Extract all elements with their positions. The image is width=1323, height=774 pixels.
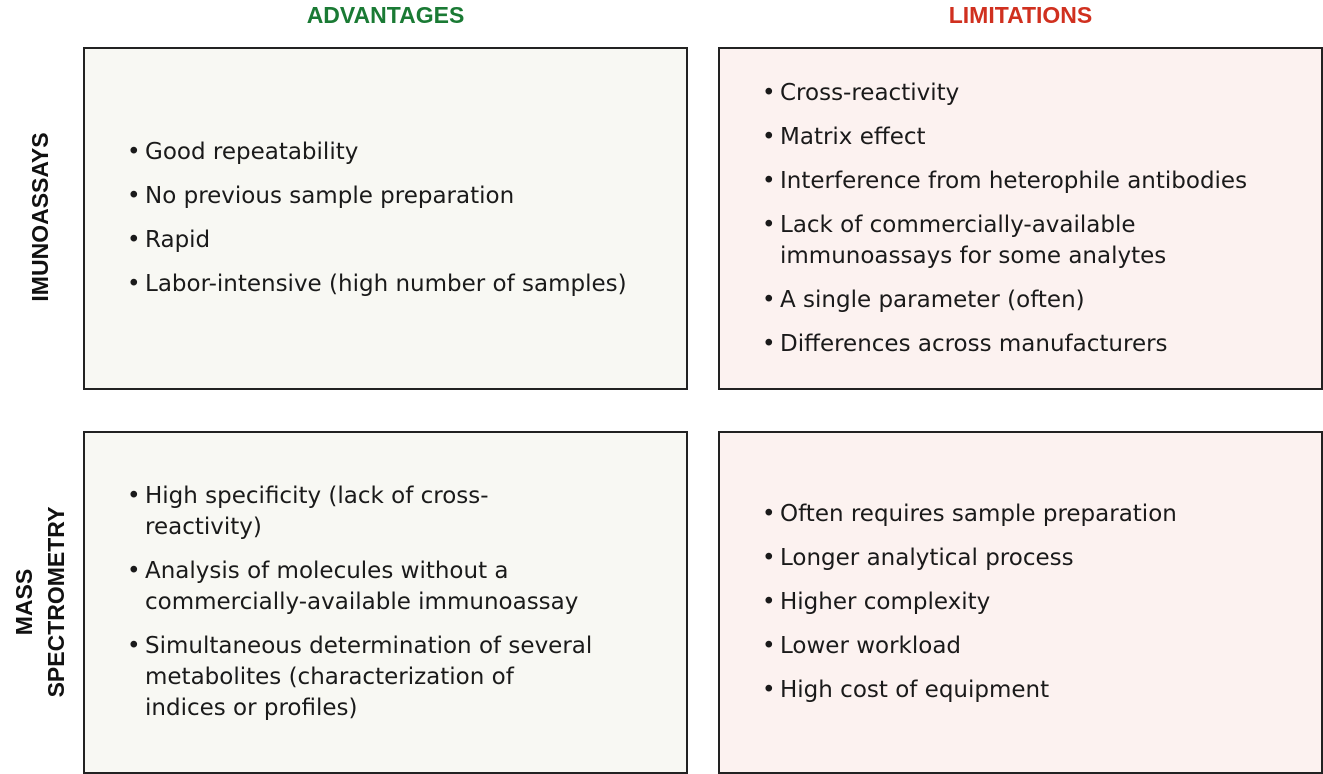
mass-spectrometry-label-line1: MASS: [11, 568, 37, 636]
bullet-icon: •: [127, 483, 141, 509]
list-item: • A single parameter (often): [762, 285, 1321, 316]
list-item-text: A single parameter (often): [780, 286, 1085, 313]
mass-spectrometry-limitations-box: • Often requires sample preparation • Longe…: [718, 431, 1323, 774]
limitations-column-header: LIMITATIONS: [948, 2, 1093, 28]
bullet-icon: •: [127, 558, 141, 584]
bullet-icon: •: [762, 677, 776, 703]
immunoassays-limitations-box: • Cross-reactivity • Matrix effect • Interfer…: [718, 47, 1323, 390]
bullet-icon: •: [762, 79, 776, 106]
list-item-text: Simultaneous determination of several me…: [145, 633, 593, 721]
bullet-icon: •: [762, 589, 776, 615]
immunoassays-advantages-list: • Good repeatability • No previous sample p…: [127, 137, 686, 300]
list-item-text: Cross-reactivity: [780, 79, 960, 106]
bullet-icon: •: [762, 211, 776, 238]
list-item-text: Lack of commercially-available immunoass…: [780, 211, 1167, 269]
immunoassays-row-header: IMUNOASSAYS: [24, 47, 56, 387]
bullet-icon: •: [127, 139, 141, 165]
immunoassays-label: IMUNOASSAYS: [27, 132, 53, 302]
list-item: • Simultaneous determination of several m…: [127, 631, 597, 724]
list-item: • Good repeatability: [127, 137, 686, 168]
list-item-text: Good repeatability: [145, 139, 359, 165]
bullet-icon: •: [762, 167, 776, 194]
bullet-icon: •: [762, 633, 776, 659]
mass-spectrometry-limitations-list: • Often requires sample preparation • Longe…: [762, 499, 1321, 706]
list-item-text: Often requires sample preparation: [780, 501, 1177, 527]
list-item: • Lower workload: [762, 631, 1321, 662]
advantages-column-header: ADVANTAGES: [306, 2, 465, 28]
mass-spectrometry-advantages-box: • High specificity (lack of cross-reactiv…: [83, 431, 688, 774]
list-item: • Matrix effect: [762, 122, 1321, 153]
bullet-icon: •: [762, 501, 776, 527]
list-item: • Lack of commercially-available immunoas…: [762, 210, 1200, 272]
list-item-text: High specificity (lack of cross-reactivi…: [145, 483, 489, 540]
bullet-icon: •: [762, 123, 776, 150]
list-item-text: Rapid: [145, 227, 211, 253]
list-item-text: Differences across manufacturers: [780, 330, 1168, 357]
bullet-icon: •: [127, 227, 141, 253]
immunoassays-limitations-list: • Cross-reactivity • Matrix effect • Interfer…: [762, 78, 1321, 360]
list-item-text: Higher complexity: [780, 589, 991, 615]
list-item: • Often requires sample preparation: [762, 499, 1321, 530]
list-item-text: High cost of equipment: [780, 677, 1050, 703]
list-item: • Higher complexity: [762, 587, 1321, 618]
list-item: • High specificity (lack of cross-reactiv…: [127, 481, 597, 543]
list-item: • Longer analytical process: [762, 543, 1321, 574]
immunoassays-advantages-box: • Good repeatability • No previous sample p…: [83, 47, 688, 390]
list-item-text: No previous sample preparation: [145, 183, 515, 209]
list-item: • Labor-intensive (high number of samples…: [127, 269, 686, 300]
list-item-text: Longer analytical process: [780, 545, 1074, 571]
list-item-text: Lower workload: [780, 633, 962, 659]
list-item-text: Interference from heterophile antibodies: [780, 167, 1248, 194]
bullet-icon: •: [127, 633, 141, 659]
list-item: • High cost of equipment: [762, 675, 1321, 706]
bullet-icon: •: [762, 330, 776, 357]
mass-spectrometry-row-header: MASS SPECTROMETRY: [8, 432, 72, 772]
list-item: • Analysis of molecules without a commerc…: [127, 556, 597, 618]
list-item: • Differences across manufacturers: [762, 329, 1321, 360]
list-item: • Interference from heterophile antibodie…: [762, 166, 1321, 197]
list-item: • Rapid: [127, 225, 686, 256]
mass-spectrometry-advantages-list: • High specificity (lack of cross-reactiv…: [127, 481, 597, 724]
list-item-text: Labor-intensive (high number of samples): [145, 271, 627, 297]
bullet-icon: •: [762, 286, 776, 313]
bullet-icon: •: [762, 545, 776, 571]
list-item-text: Matrix effect: [780, 123, 926, 150]
bullet-icon: •: [127, 183, 141, 209]
bullet-icon: •: [127, 271, 141, 297]
list-item: • No previous sample preparation: [127, 181, 686, 212]
list-item-text: Analysis of molecules without a commerci…: [145, 558, 579, 615]
list-item: • Cross-reactivity: [762, 78, 1321, 109]
mass-spectrometry-label-line2: SPECTROMETRY: [43, 506, 69, 698]
